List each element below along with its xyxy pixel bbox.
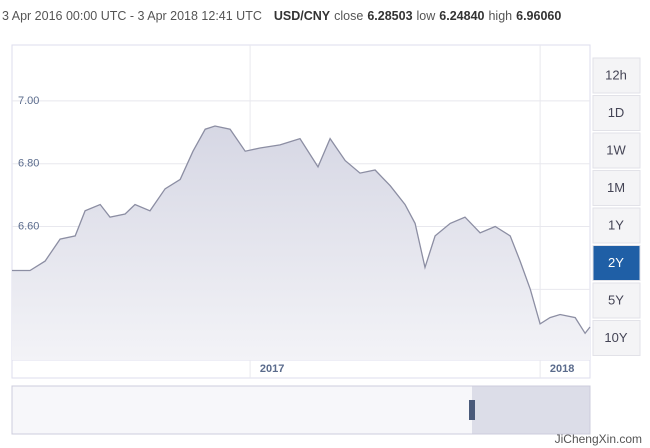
navigator-selection (472, 386, 590, 434)
range-button[interactable] (592, 320, 641, 356)
stat-value: 6.24840 (439, 9, 484, 23)
area (12, 126, 590, 360)
range-button[interactable] (592, 170, 641, 206)
pair: USD/CNY (274, 9, 331, 23)
range-button[interactable] (592, 207, 641, 244)
x-tick-label: 2017 (260, 363, 284, 375)
y-tick-label: 6.60 (18, 220, 39, 232)
range-button[interactable] (592, 132, 641, 169)
navigator-handle (469, 400, 475, 420)
stat-value: 6.96060 (516, 9, 561, 23)
range-label: 5Y (608, 292, 624, 307)
x-axis-strip (11, 359, 591, 379)
range-label: 1M (607, 180, 625, 195)
range-label: 10Y (604, 330, 627, 345)
y-tick-label: 6.80 (18, 158, 39, 170)
range-button[interactable] (592, 95, 641, 131)
header: 3 Apr 2016 00:00 UTC - 3 Apr 2018 12:41 … (2, 9, 561, 23)
stat-label: close (334, 9, 363, 23)
range-label: 1Y (608, 217, 624, 232)
range-button[interactable] (592, 245, 641, 281)
range-label: 1W (606, 142, 626, 157)
watermark: JiChengXin.com (555, 432, 642, 446)
range-button[interactable] (592, 282, 641, 319)
x-tick-label: 2018 (550, 363, 574, 375)
date-range: 3 Apr 2016 00:00 UTC - 3 Apr 2018 12:41 … (2, 9, 262, 23)
stat-value: 6.28503 (367, 9, 412, 23)
stat-label: low (417, 9, 437, 23)
line (12, 125, 591, 335)
range-label: 12h (605, 67, 627, 82)
range-label: 2Y (608, 255, 624, 270)
range-button[interactable] (592, 57, 641, 94)
y-tick-label: 7.00 (18, 95, 39, 107)
stat-label: high (488, 9, 512, 23)
range-label: 1D (608, 105, 625, 120)
